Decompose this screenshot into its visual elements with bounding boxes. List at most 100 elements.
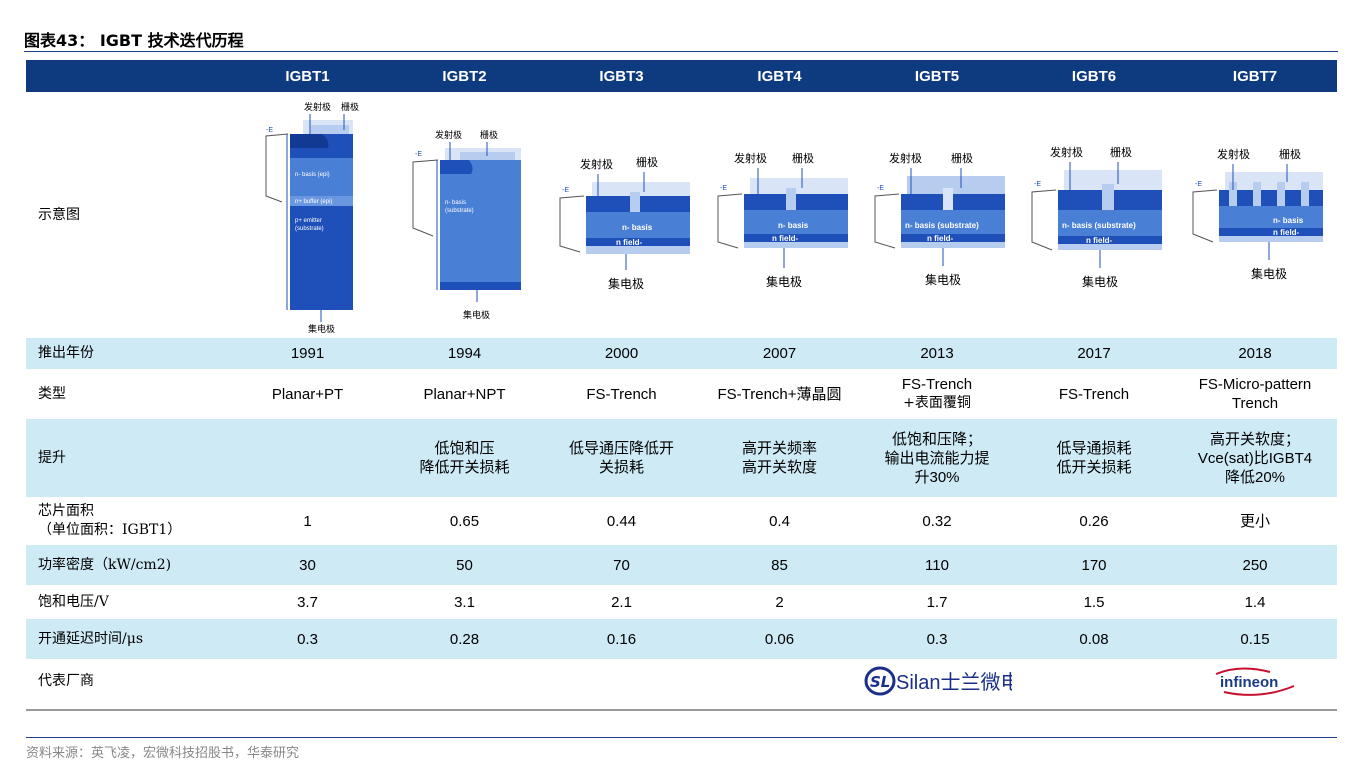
improvement-line: 升30% <box>914 468 960 486</box>
collector-label: 集电极 <box>608 276 644 291</box>
type-cell: FS-Micro-pattern Trench <box>1173 369 1337 419</box>
igbt1-cross-section: 发射极 栅极 -E n- basis (epi) n+ buffer (epi)… <box>265 101 359 334</box>
type-line: Planar+NPT <box>423 385 506 403</box>
header-row: IGBT1 IGBT2 IGBT3 IGBT4 IGBT5 IGBT6 IGBT… <box>26 60 1337 92</box>
header-igbt3: IGBT3 <box>543 60 700 92</box>
header-igbt1: IGBT1 <box>229 60 386 92</box>
saturation-row-label: 饱和电压/V <box>38 593 109 610</box>
improvement-cell: 低导通损耗 低开关损耗 <box>1015 419 1173 497</box>
power-density-row: 功率密度（kW/cm2) 30 50 70 85 110 170 250 <box>26 545 1337 585</box>
e-mark: -E <box>1195 181 1202 188</box>
manufacturer-row: 代表厂商 SL Silan士兰微电子 infineon <box>26 659 1337 703</box>
maker-cell <box>386 659 543 703</box>
header-igbt2: IGBT2 <box>386 60 543 92</box>
power-cell: 30 <box>229 545 386 585</box>
gate-label: 栅极 <box>1279 147 1301 161</box>
improvement-cell: 低饱和压降低开关损耗 <box>386 419 543 497</box>
improvement-line: 输出电流能力提 <box>884 449 990 467</box>
power-cell: 50 <box>386 545 543 585</box>
type-line: Trench <box>1231 395 1279 412</box>
basis-label: n- basis <box>778 221 809 230</box>
type-row-label: 类型 <box>38 385 66 402</box>
header-igbt6: IGBT6 <box>1015 60 1173 92</box>
emitter-label: 发射极 <box>889 151 922 165</box>
saturation-cell: 3.1 <box>454 593 475 611</box>
maker-cell <box>1015 659 1173 703</box>
saturation-cell: 1.7 <box>926 593 948 611</box>
type-cell: Planar+NPT <box>386 369 543 419</box>
e-mark: -E <box>1034 181 1041 188</box>
improvement-cell: 高开关软度； Vce(sat)比IGBT4 降低20% <box>1173 419 1337 497</box>
type-line: FS-Trench <box>901 376 973 393</box>
area-cell: 0.44 <box>606 512 637 530</box>
year-cell: 2017 <box>1015 338 1173 369</box>
delay-cell: 0.3 <box>859 619 1015 659</box>
type-cell: Planar+PT <box>229 369 386 419</box>
e-mark: -E <box>266 127 273 134</box>
header-igbt5: IGBT5 <box>859 60 1015 92</box>
substrate-label: (substrate) <box>445 208 474 214</box>
improvement-cell <box>229 419 386 497</box>
buffer-label: n+ buffer (epi) <box>295 199 332 205</box>
year-row: 推出年份 1991 1994 2000 2007 2013 2017 2018 <box>26 338 1337 369</box>
field-label: n field- <box>927 234 954 243</box>
year-cell: 1991 <box>229 338 386 369</box>
e-mark: -E <box>562 187 569 194</box>
area-row-label: 芯片面积 （单位面积：IGBT1） <box>26 497 229 545</box>
delay-cell: 0.16 <box>543 619 700 659</box>
improvement-line: 低饱和压 <box>434 440 495 457</box>
improvement-line: 降低开关损耗 <box>419 459 510 476</box>
source-note: 资料来源：英飞凌，宏微科技招股书，华泰研究 <box>26 746 300 761</box>
type-line: FS-Micro-pattern <box>1198 376 1312 393</box>
improvement-cell: 高开关频率 高开关软度 <box>700 419 859 497</box>
year-cell: 2000 <box>543 338 700 369</box>
saturation-voltage-row: 饱和电压/V 3.7 3.1 2.1 2 1.7 1.5 1.4 <box>26 585 1337 619</box>
diagram-row: 示意图 发射极 栅极 -E n- basis (epi) n+ buffer (… <box>26 92 1337 338</box>
e-mark: -E <box>877 185 884 192</box>
improvement-line: 低导通压降低开 <box>568 440 674 457</box>
silan-logo-text: Silan士兰微电子 <box>896 671 1012 694</box>
epi-label: n- basis (epi) <box>295 172 330 178</box>
emitter-label: 发射极 <box>734 151 767 165</box>
diagram-igbt5: 发射极 栅极 -E n- basis (substrate) n field- … <box>859 92 1015 338</box>
delay-cell: 0.28 <box>386 619 543 659</box>
infineon-logo: infineon <box>1215 667 1295 696</box>
improvement-row-label: 提升 <box>26 419 229 497</box>
area-row: 芯片面积 （单位面积：IGBT1） 1 0.65 0.44 0.4 0.32 0.… <box>26 497 1337 545</box>
improvement-line: 高开关软度； <box>1209 430 1300 448</box>
type-line: FS-Trench+薄晶圆 <box>717 385 842 403</box>
improvement-row: 提升 低饱和压 降低开关损耗 低导通压降低开 关损耗 高开关频率 高开关软度 低饱和压… <box>26 419 1337 497</box>
area-cell: 0.32 <box>922 512 952 530</box>
power-cell: 250 <box>1173 545 1337 585</box>
delay-cell: 0.08 <box>1015 619 1173 659</box>
year-row-label: 推出年份 <box>26 338 229 369</box>
improvement-line: 低饱和压降； <box>891 430 982 448</box>
saturation-cell: 2 <box>775 593 784 611</box>
area-cell: 更小 <box>1239 512 1270 530</box>
delay-row-label: 开通延迟时间/μs <box>26 619 229 659</box>
saturation-cell: 1.5 <box>1083 593 1105 611</box>
header-blank <box>26 60 229 92</box>
basis-label: n- basis <box>622 223 653 232</box>
year-cell: 1994 <box>386 338 543 369</box>
diagram-igbt2: 发射极 栅极 -E n- basis (substrate) 集电极 <box>386 92 543 338</box>
svg-text:SL: SL <box>870 673 890 691</box>
maker-cell: infineon <box>1173 659 1337 703</box>
emitter-label: 发射极 <box>580 157 613 171</box>
area-cell: 0.65 <box>449 512 480 530</box>
emitter-layer-label: p+ emitter <box>295 218 322 224</box>
maker-row-label: 代表厂商 <box>38 672 94 689</box>
delay-cell: 0.3 <box>229 619 386 659</box>
improvement-line: 低导通损耗 <box>1056 440 1132 457</box>
substrate-label: (substrate) <box>295 226 324 232</box>
type-cell: FS-Trench+薄晶圆 <box>700 369 859 419</box>
improvement-line: 高开关软度 <box>741 459 817 476</box>
collector-label: 集电极 <box>766 274 802 289</box>
diagram-igbt3: 发射极 栅极 -E n- basis n field- 集电极 <box>543 92 700 338</box>
area-label-line: 芯片面积 <box>38 503 94 519</box>
header-igbt4: IGBT4 <box>700 60 859 92</box>
emitter-label: 发射极 <box>1050 145 1083 159</box>
gate-label: 栅极 <box>480 129 498 141</box>
field-label: n field- <box>1086 236 1113 245</box>
e-mark: -E <box>415 151 422 158</box>
